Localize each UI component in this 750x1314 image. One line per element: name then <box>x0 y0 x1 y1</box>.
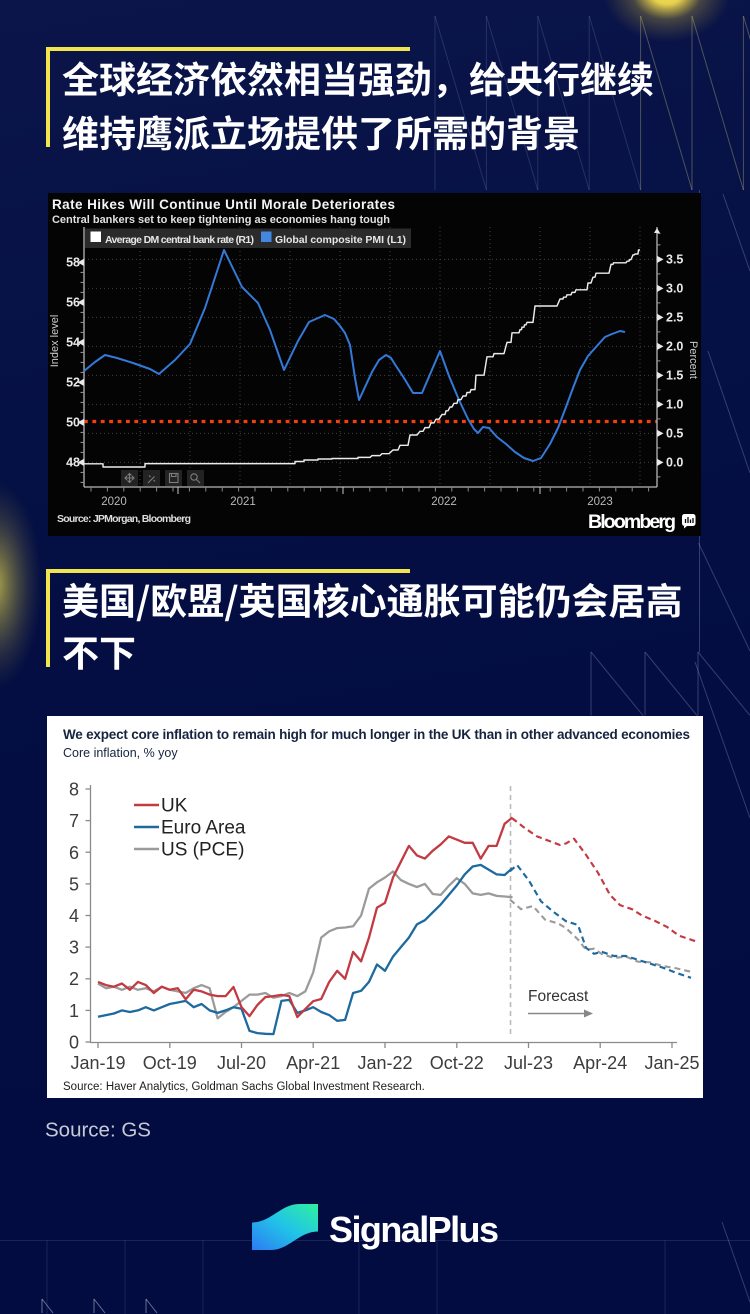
svg-text:Core inflation, % yoy: Core inflation, % yoy <box>63 746 178 760</box>
svg-text:1.0: 1.0 <box>666 398 683 412</box>
svg-text:Rate Hikes Will Continue Until: Rate Hikes Will Continue Until Morale De… <box>52 197 395 212</box>
svg-text:We expect core inflation to re: We expect core inflation to remain high … <box>63 727 690 742</box>
svg-text:Average DM central bank rate (: Average DM central bank rate (R1) <box>105 234 254 246</box>
svg-text:1: 1 <box>69 1001 79 1021</box>
svg-text:2023: 2023 <box>587 496 613 508</box>
svg-text:0.0: 0.0 <box>666 456 683 470</box>
svg-text:3: 3 <box>69 938 79 958</box>
svg-text:SignalPlus: SignalPlus <box>329 1209 499 1250</box>
svg-text:56: 56 <box>66 296 80 310</box>
svg-text:Euro Area: Euro Area <box>161 818 246 839</box>
svg-text:3.0: 3.0 <box>666 282 683 296</box>
svg-text:Source: GS: Source: GS <box>45 1119 151 1142</box>
svg-text:5: 5 <box>69 874 79 894</box>
svg-text:Forecast: Forecast <box>528 988 589 1005</box>
svg-text:2.0: 2.0 <box>666 340 683 354</box>
svg-text:Jul-23: Jul-23 <box>504 1053 553 1073</box>
svg-text:8: 8 <box>69 780 79 800</box>
svg-text:Jan-22: Jan-22 <box>357 1053 412 1073</box>
svg-text:0: 0 <box>69 1033 79 1053</box>
svg-text:Oct-19: Oct-19 <box>143 1053 197 1073</box>
svg-text:3.5: 3.5 <box>666 253 683 267</box>
svg-text:Index level: Index level <box>49 315 61 368</box>
svg-text:52: 52 <box>66 376 80 390</box>
svg-text:US (PCE): US (PCE) <box>161 840 244 861</box>
svg-text:0.5: 0.5 <box>666 427 683 441</box>
svg-text:2021: 2021 <box>230 496 256 508</box>
svg-text:Jul-20: Jul-20 <box>217 1053 266 1073</box>
svg-text:6: 6 <box>69 843 79 863</box>
svg-text:UK: UK <box>161 796 188 817</box>
svg-text:Oct-22: Oct-22 <box>430 1053 484 1073</box>
svg-text:4: 4 <box>69 906 79 926</box>
svg-text:2022: 2022 <box>431 496 457 508</box>
svg-text:50: 50 <box>66 416 80 430</box>
svg-text:Apr-24: Apr-24 <box>573 1053 627 1073</box>
svg-text:54: 54 <box>66 336 80 350</box>
svg-text:2.5: 2.5 <box>666 311 683 325</box>
svg-text:Jan-19: Jan-19 <box>70 1053 125 1073</box>
svg-text:1.5: 1.5 <box>666 369 683 383</box>
svg-text:Bloomberg: Bloomberg <box>588 511 676 533</box>
svg-text:Source: Haver Analytics, Goldm: Source: Haver Analytics, Goldman Sachs G… <box>63 1081 425 1093</box>
svg-text:Jan-25: Jan-25 <box>644 1053 699 1073</box>
svg-text:7: 7 <box>69 811 79 831</box>
svg-text:58: 58 <box>66 256 80 270</box>
svg-text:48: 48 <box>66 456 80 470</box>
svg-text:2020: 2020 <box>101 496 127 508</box>
svg-text:Percent: Percent <box>687 341 699 379</box>
svg-text:2: 2 <box>69 969 79 989</box>
svg-text:Central bankers set to keep ti: Central bankers set to keep tightening a… <box>52 214 390 226</box>
svg-text:Apr-21: Apr-21 <box>286 1053 340 1073</box>
svg-text:Source: JPMorgan, Bloomberg: Source: JPMorgan, Bloomberg <box>57 513 191 525</box>
svg-text:Global composite PMI (L1): Global composite PMI (L1) <box>275 234 406 246</box>
